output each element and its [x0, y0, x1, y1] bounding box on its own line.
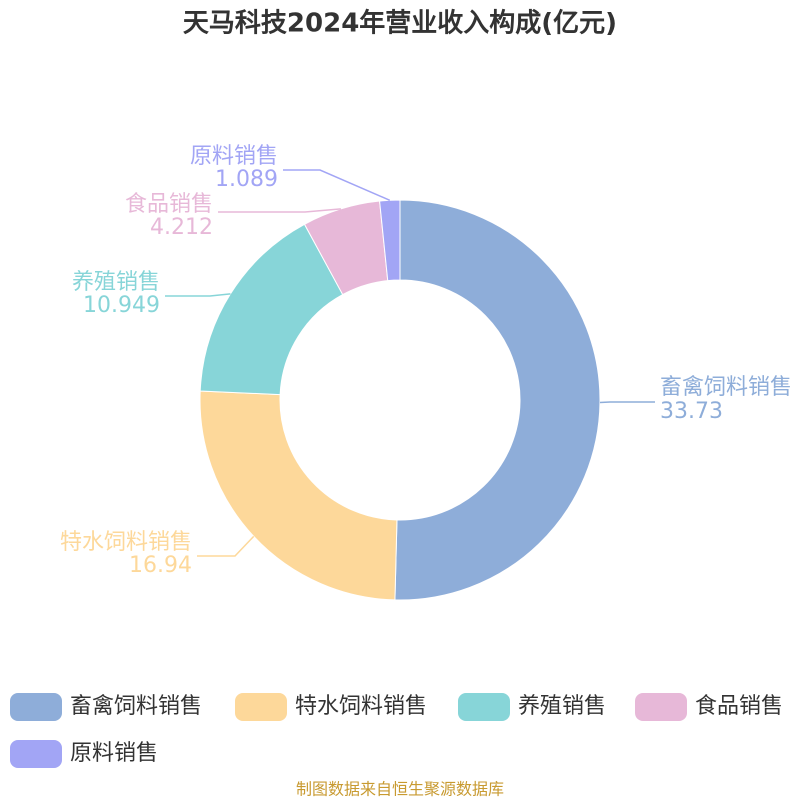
legend-label: 畜禽饲料销售: [70, 694, 202, 719]
legend-label: 特水饲料销售: [295, 694, 427, 719]
chart-title: 天马科技2024年营业收入构成(亿元): [183, 8, 617, 39]
slice-label: 食品销售: [125, 192, 213, 217]
leader-line: [197, 535, 255, 557]
slice-label: 畜禽饲料销售: [660, 375, 792, 400]
leader-line: [599, 401, 655, 404]
donut-slice: [379, 199, 401, 282]
donut-slice: [199, 390, 398, 601]
legend-swatch: [10, 740, 62, 768]
legend-label: 养殖销售: [518, 694, 606, 719]
legend-swatch: [10, 693, 62, 721]
slice-value: 33.73: [660, 399, 723, 424]
slice-value: 4.212: [150, 215, 213, 240]
legend-swatch: [235, 693, 287, 721]
slice-value: 1.089: [215, 167, 278, 192]
slice-value: 16.94: [129, 553, 192, 578]
donut-slice: [394, 199, 601, 601]
leader-line: [218, 208, 341, 213]
source-note: 制图数据来自恒生聚源数据库: [296, 780, 504, 799]
leader-line: [283, 169, 391, 201]
slice-label: 原料销售: [190, 144, 278, 169]
legend-swatch: [458, 693, 510, 721]
slice-label: 特水饲料销售: [60, 530, 192, 555]
slice-value: 10.949: [83, 293, 160, 318]
leader-line: [165, 293, 231, 297]
legend-swatch: [635, 693, 687, 721]
legend-label: 原料销售: [70, 741, 158, 766]
legend-label: 食品销售: [695, 694, 783, 719]
slice-label: 养殖销售: [72, 270, 160, 295]
